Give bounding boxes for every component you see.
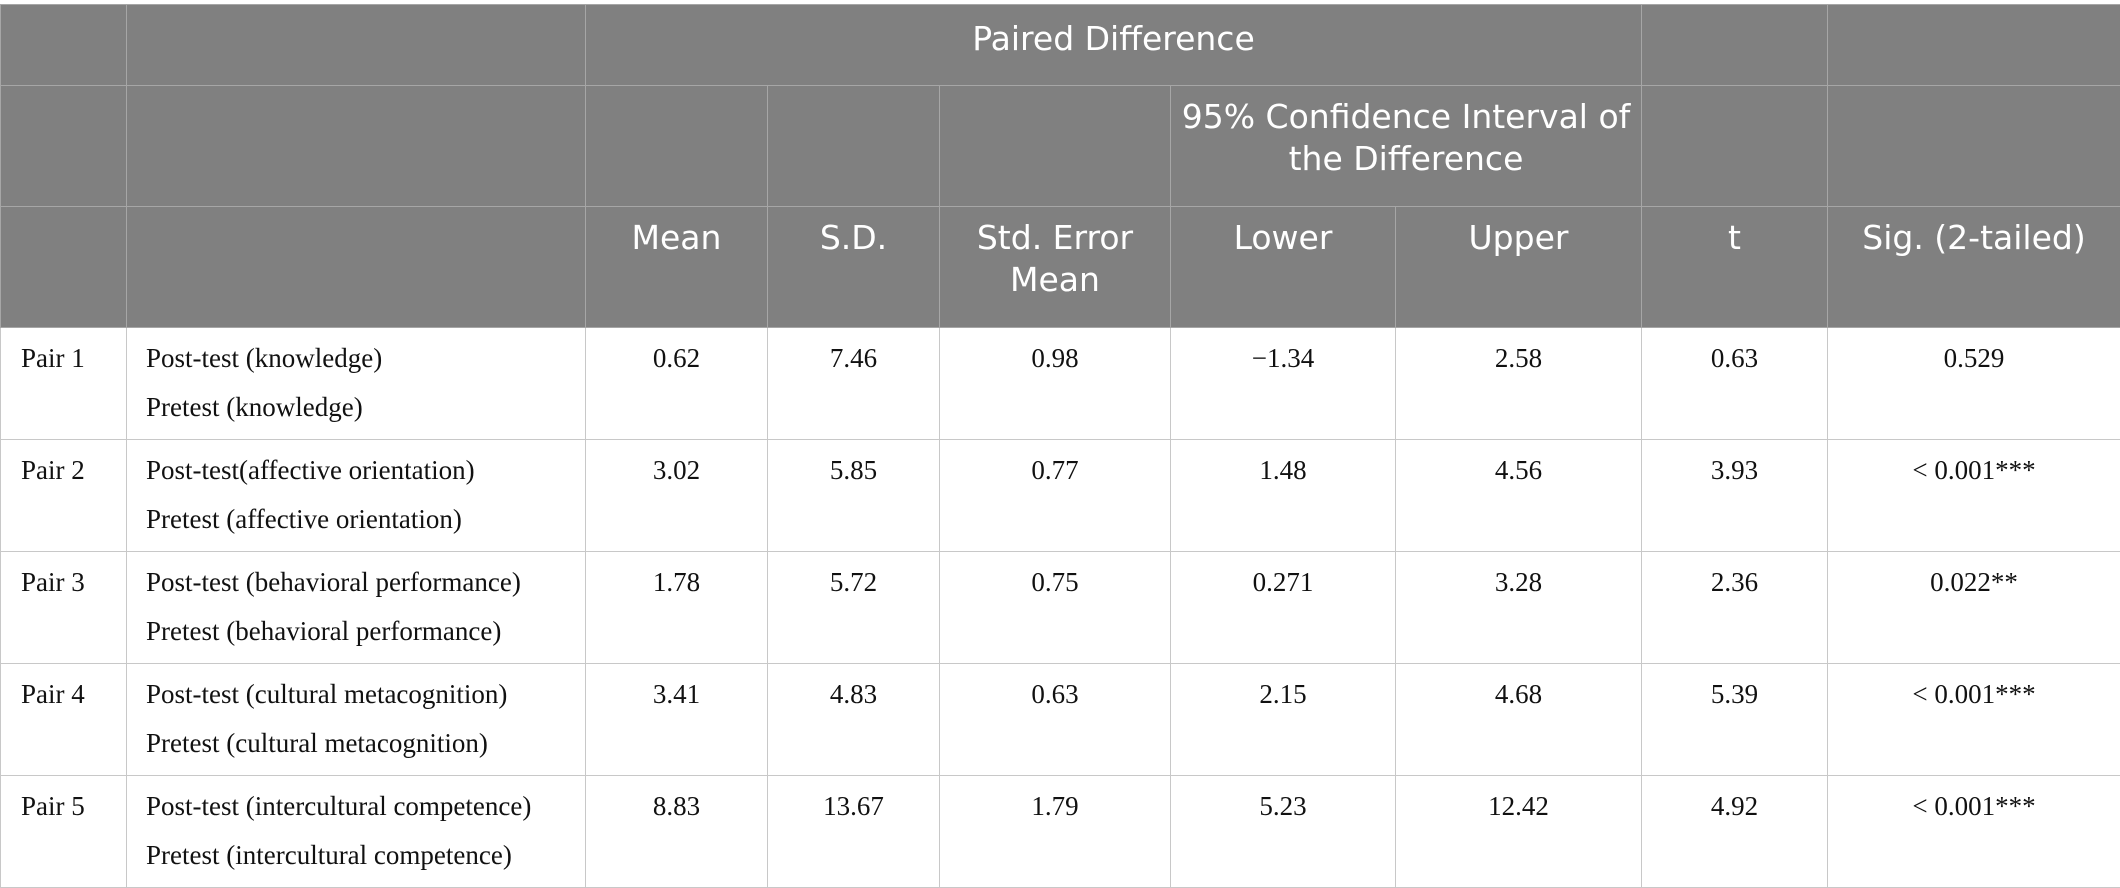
pair-label: Pair 5 bbox=[1, 776, 127, 888]
column-header-mean: Mean bbox=[586, 207, 768, 328]
sd-cell: 13.67 bbox=[768, 776, 940, 888]
t-cell: 0.63 bbox=[1642, 328, 1828, 440]
sem-cell: 0.77 bbox=[940, 440, 1171, 552]
pair-variables: Post-test (behavioral performance) Prete… bbox=[127, 552, 586, 664]
lower-cell: −1.34 bbox=[1171, 328, 1396, 440]
sd-cell: 5.72 bbox=[768, 552, 940, 664]
pair-label: Pair 1 bbox=[1, 328, 127, 440]
upper-cell: 12.42 bbox=[1396, 776, 1642, 888]
t-cell: 3.93 bbox=[1642, 440, 1828, 552]
post-test-label: Post-test (behavioral performance) bbox=[146, 558, 585, 607]
column-header-upper: Upper bbox=[1396, 207, 1642, 328]
upper-cell: 4.68 bbox=[1396, 664, 1642, 776]
lower-cell: 0.271 bbox=[1171, 552, 1396, 664]
lower-cell: 1.48 bbox=[1171, 440, 1396, 552]
mean-cell: 3.41 bbox=[586, 664, 768, 776]
t-cell: 2.36 bbox=[1642, 552, 1828, 664]
mean-cell: 1.78 bbox=[586, 552, 768, 664]
header-empty-cell bbox=[1642, 86, 1828, 207]
pair-variables: Post-test (knowledge) Pretest (knowledge… bbox=[127, 328, 586, 440]
paired-samples-table: Paired Difference 95% Confidence Interva… bbox=[0, 4, 2120, 888]
pair-variables: Post-test (intercultural competence) Pre… bbox=[127, 776, 586, 888]
t-cell: 5.39 bbox=[1642, 664, 1828, 776]
post-test-label: Post-test (cultural metacognition) bbox=[146, 670, 585, 719]
sig-cell: 0.022** bbox=[1828, 552, 2120, 664]
column-header-sd: S.D. bbox=[768, 207, 940, 328]
t-cell: 4.92 bbox=[1642, 776, 1828, 888]
pair-label: Pair 2 bbox=[1, 440, 127, 552]
table-row: Pair 1 Post-test (knowledge) Pretest (kn… bbox=[1, 328, 2120, 440]
pretest-label: Pretest (knowledge) bbox=[146, 383, 585, 432]
mean-cell: 0.62 bbox=[586, 328, 768, 440]
pair-label: Pair 4 bbox=[1, 664, 127, 776]
column-header-t: t bbox=[1642, 207, 1828, 328]
header-row-1: Paired Difference bbox=[1, 5, 2120, 86]
table-row: Pair 2 Post-test(affective orientation) … bbox=[1, 440, 2120, 552]
pretest-label: Pretest (affective orientation) bbox=[146, 495, 585, 544]
sig-cell: < 0.001*** bbox=[1828, 664, 2120, 776]
column-header-sig: Sig. (2-tailed) bbox=[1828, 207, 2120, 328]
header-empty-cell bbox=[940, 86, 1171, 207]
sem-cell: 0.75 bbox=[940, 552, 1171, 664]
sd-cell: 4.83 bbox=[768, 664, 940, 776]
mean-cell: 8.83 bbox=[586, 776, 768, 888]
pair-variables: Post-test (cultural metacognition) Prete… bbox=[127, 664, 586, 776]
sd-cell: 5.85 bbox=[768, 440, 940, 552]
table-header: Paired Difference 95% Confidence Interva… bbox=[1, 5, 2120, 328]
mean-cell: 3.02 bbox=[586, 440, 768, 552]
upper-cell: 3.28 bbox=[1396, 552, 1642, 664]
header-empty-cell bbox=[1828, 5, 2120, 86]
paired-difference-header: Paired Difference bbox=[586, 5, 1642, 86]
header-empty-cell bbox=[1828, 86, 2120, 207]
table-row: Pair 4 Post-test (cultural metacognition… bbox=[1, 664, 2120, 776]
sig-cell: < 0.001*** bbox=[1828, 776, 2120, 888]
header-empty-cell bbox=[1642, 5, 1828, 86]
pair-label: Pair 3 bbox=[1, 552, 127, 664]
post-test-label: Post-test(affective orientation) bbox=[146, 446, 585, 495]
header-row-3: Mean S.D. Std. Error Mean Lower Upper t … bbox=[1, 207, 2120, 328]
post-test-label: Post-test (knowledge) bbox=[146, 334, 585, 383]
table-row: Pair 3 Post-test (behavioral performance… bbox=[1, 552, 2120, 664]
post-test-label: Post-test (intercultural competence) bbox=[146, 782, 585, 831]
header-row-2: 95% Confidence Interval of the Differenc… bbox=[1, 86, 2120, 207]
header-empty-cell bbox=[127, 86, 586, 207]
pretest-label: Pretest (intercultural competence) bbox=[146, 831, 585, 880]
sem-cell: 1.79 bbox=[940, 776, 1171, 888]
header-empty-cell bbox=[1, 5, 127, 86]
pair-variables: Post-test(affective orientation) Pretest… bbox=[127, 440, 586, 552]
lower-cell: 5.23 bbox=[1171, 776, 1396, 888]
sd-cell: 7.46 bbox=[768, 328, 940, 440]
sig-cell: 0.529 bbox=[1828, 328, 2120, 440]
table-body: Pair 1 Post-test (knowledge) Pretest (kn… bbox=[1, 328, 2120, 888]
sig-cell: < 0.001*** bbox=[1828, 440, 2120, 552]
header-empty-cell bbox=[1, 207, 127, 328]
sem-cell: 0.98 bbox=[940, 328, 1171, 440]
table-row: Pair 5 Post-test (intercultural competen… bbox=[1, 776, 2120, 888]
pretest-label: Pretest (cultural metacognition) bbox=[146, 719, 585, 768]
lower-cell: 2.15 bbox=[1171, 664, 1396, 776]
sem-cell: 0.63 bbox=[940, 664, 1171, 776]
confidence-interval-header: 95% Confidence Interval of the Differenc… bbox=[1171, 86, 1642, 207]
header-empty-cell bbox=[127, 5, 586, 86]
header-empty-cell bbox=[1, 86, 127, 207]
column-header-lower: Lower bbox=[1171, 207, 1396, 328]
header-empty-cell bbox=[127, 207, 586, 328]
column-header-std-error-mean: Std. Error Mean bbox=[940, 207, 1171, 328]
pretest-label: Pretest (behavioral performance) bbox=[146, 607, 585, 656]
header-empty-cell bbox=[768, 86, 940, 207]
upper-cell: 4.56 bbox=[1396, 440, 1642, 552]
header-empty-cell bbox=[586, 86, 768, 207]
upper-cell: 2.58 bbox=[1396, 328, 1642, 440]
